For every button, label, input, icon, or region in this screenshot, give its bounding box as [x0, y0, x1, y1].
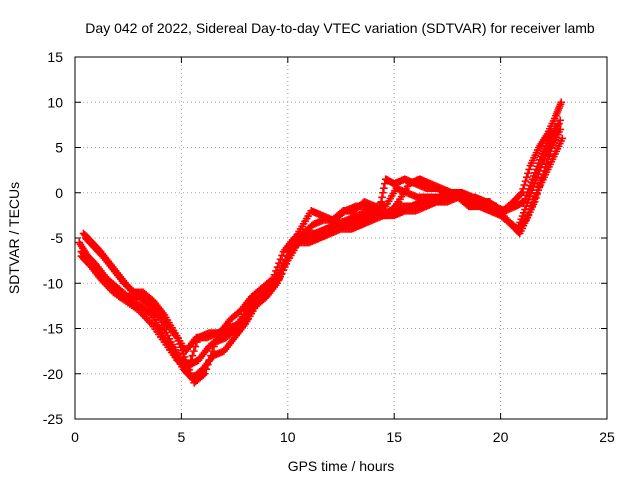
data-point [557, 98, 566, 107]
data-point [278, 265, 287, 274]
data-point [275, 259, 283, 268]
series-track-5 [81, 98, 566, 387]
x-tick-label: 0 [71, 429, 79, 445]
data-point [272, 267, 280, 275]
x-tick-label: 20 [493, 429, 509, 445]
data-point [380, 179, 389, 188]
data-point [520, 181, 529, 189]
chart-title: Day 042 of 2022, Sidereal Day-to-day VTE… [85, 20, 595, 36]
x-tick-label: 10 [280, 429, 296, 445]
x-tick-label: 25 [599, 429, 615, 445]
data-point [521, 177, 530, 185]
y-tick-label: -10 [43, 275, 63, 291]
data-point [201, 369, 209, 378]
x-tick-label: 15 [386, 429, 402, 445]
data-point [207, 351, 215, 360]
data-point [193, 338, 201, 346]
data-point [208, 347, 217, 355]
data-point [273, 263, 282, 271]
data-point [277, 270, 285, 278]
data-point [269, 274, 277, 283]
x-tick-label: 5 [178, 429, 186, 445]
data-point [530, 198, 539, 206]
data-point [518, 188, 526, 197]
series-track-4 [77, 125, 564, 374]
data-point [276, 255, 285, 264]
data-point [380, 184, 388, 193]
data-points [75, 98, 567, 387]
data-point [543, 159, 551, 167]
y-tick-label: 5 [55, 140, 63, 156]
data-point [534, 186, 543, 194]
data-point [536, 178, 545, 187]
y-tick-label: -15 [43, 321, 63, 337]
data-point [190, 347, 198, 355]
series-track-1 [75, 116, 564, 369]
data-point [378, 193, 386, 202]
data-point [544, 155, 552, 163]
y-tick-label: 15 [47, 49, 63, 65]
series-track-2 [77, 134, 567, 383]
data-point [533, 190, 541, 198]
data-point [545, 151, 554, 160]
data-point [554, 121, 562, 129]
data-point [270, 271, 279, 279]
data-point [202, 365, 211, 374]
data-point [546, 147, 555, 156]
data-point [535, 182, 544, 191]
data-point [188, 351, 197, 360]
y-tick-label: -25 [43, 411, 63, 427]
data-point [541, 163, 550, 171]
y-tick-label: 0 [55, 185, 63, 201]
x-tick-labels: 0 5 10 15 20 25 [71, 429, 615, 445]
ticks [74, 56, 608, 420]
data-point [556, 116, 564, 125]
data-point [558, 134, 567, 143]
y-tick-label: 10 [47, 94, 63, 110]
y-axis-label: SDTVAR / TECUs [6, 182, 22, 294]
data-point [524, 169, 532, 178]
data-point [284, 247, 293, 256]
data-point [283, 252, 291, 260]
data-point [205, 356, 214, 364]
data-point [525, 165, 533, 174]
data-point [191, 342, 200, 351]
data-point [280, 261, 288, 269]
data-point [204, 360, 212, 369]
y-tick-label: -5 [51, 230, 64, 246]
data-point [540, 166, 549, 175]
data-point [281, 256, 290, 265]
data-point [275, 274, 284, 283]
y-tick-label: -20 [43, 366, 63, 382]
data-point [519, 185, 527, 193]
data-point [210, 342, 218, 351]
data-point [539, 170, 547, 179]
data-point [556, 125, 564, 134]
data-point [538, 174, 546, 183]
data-point [522, 173, 531, 182]
y-tick-labels: 15 10 5 0 -5 -10 -15 -20 -25 [43, 49, 63, 427]
data-point [532, 194, 540, 202]
grid [75, 57, 607, 419]
data-point [379, 188, 387, 197]
x-axis-label: GPS time / hours [288, 458, 395, 474]
